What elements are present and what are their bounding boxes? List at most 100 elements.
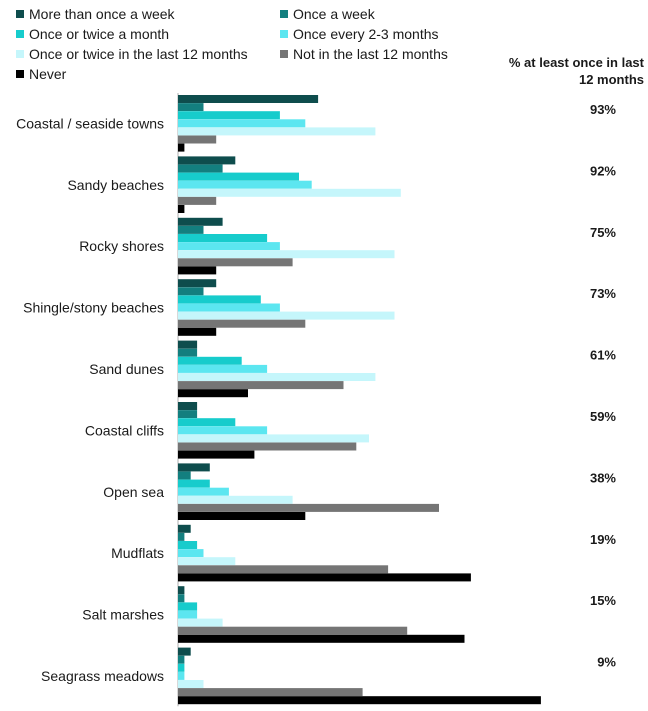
bar bbox=[178, 680, 204, 688]
legend-label: Once or twice a month bbox=[29, 26, 170, 42]
bar bbox=[178, 426, 268, 435]
bar bbox=[178, 573, 471, 582]
category-label: Sandy beaches bbox=[67, 177, 164, 193]
bars-group bbox=[178, 95, 541, 705]
legend-swatch bbox=[280, 10, 288, 18]
pct-label: 93% bbox=[590, 102, 616, 117]
bar bbox=[178, 663, 185, 672]
bar bbox=[178, 696, 541, 705]
legend-swatch bbox=[16, 50, 24, 58]
bar bbox=[178, 463, 210, 472]
legend-label: Not in the last 12 months bbox=[293, 46, 448, 62]
bar bbox=[178, 348, 198, 357]
bar bbox=[178, 135, 217, 144]
legend-label: Never bbox=[29, 66, 67, 82]
bar bbox=[178, 364, 268, 373]
legend-item: Once or twice a month bbox=[16, 25, 280, 43]
legend-item: Never bbox=[16, 65, 280, 83]
bar bbox=[178, 450, 255, 459]
bar bbox=[178, 688, 363, 697]
bar bbox=[178, 111, 280, 120]
bar bbox=[178, 618, 223, 627]
bar bbox=[178, 373, 376, 381]
legend-swatch bbox=[280, 30, 288, 38]
bar bbox=[178, 594, 185, 603]
bar bbox=[178, 418, 236, 427]
legend-item: More than once a week bbox=[16, 5, 280, 23]
legend-item: Once every 2-3 months bbox=[280, 25, 480, 43]
bar bbox=[178, 225, 204, 234]
pct-label: 59% bbox=[590, 409, 616, 424]
bar bbox=[178, 250, 395, 259]
category-label: Seagrass meadows bbox=[41, 668, 164, 684]
bar bbox=[178, 524, 191, 533]
bar bbox=[178, 119, 306, 128]
category-label: Rocky shores bbox=[79, 238, 164, 254]
bar bbox=[178, 487, 229, 496]
bar bbox=[178, 610, 198, 619]
category-label: Salt marshes bbox=[82, 607, 164, 623]
bar bbox=[178, 655, 185, 664]
bar bbox=[178, 266, 217, 275]
legend-label: Once every 2-3 months bbox=[293, 26, 439, 42]
bar bbox=[178, 95, 319, 103]
bar bbox=[178, 389, 248, 398]
bar bbox=[178, 402, 198, 410]
bar bbox=[178, 356, 242, 365]
bar bbox=[178, 205, 185, 213]
category-label: Shingle/stony beaches bbox=[23, 300, 164, 316]
legend-swatch bbox=[280, 50, 288, 58]
pct-label: 92% bbox=[590, 163, 616, 178]
bar bbox=[178, 311, 395, 320]
bar bbox=[178, 626, 408, 635]
pct-column-header: % at least once in last 12 months bbox=[508, 55, 644, 87]
bar bbox=[178, 127, 376, 136]
category-label: Mudflats bbox=[111, 545, 164, 561]
bar bbox=[178, 156, 236, 165]
bar bbox=[178, 103, 204, 112]
category-label: Sand dunes bbox=[89, 361, 164, 377]
bar bbox=[178, 557, 236, 566]
bar bbox=[178, 196, 217, 205]
category-label: Coastal / seaside towns bbox=[16, 115, 164, 131]
legend: More than once a week Once a week Once or … bbox=[16, 5, 486, 83]
bar bbox=[178, 234, 268, 242]
bar bbox=[178, 242, 280, 251]
legend-item: Not in the last 12 months bbox=[280, 45, 480, 63]
bar bbox=[178, 287, 204, 296]
bar bbox=[178, 340, 198, 349]
pct-label: 9% bbox=[597, 655, 616, 670]
bar bbox=[178, 602, 198, 611]
legend-item: Once or twice in the last 12 months bbox=[16, 45, 280, 63]
bar bbox=[178, 327, 217, 336]
category-label: Coastal cliffs bbox=[85, 422, 164, 438]
pct-label: 38% bbox=[590, 470, 616, 485]
legend-swatch bbox=[16, 70, 24, 78]
bar bbox=[178, 549, 204, 558]
legend-item: Once a week bbox=[280, 5, 480, 23]
bar bbox=[178, 434, 369, 443]
bar bbox=[178, 541, 198, 549]
bar bbox=[178, 258, 293, 267]
bar bbox=[178, 495, 293, 504]
category-label: Open sea bbox=[103, 484, 164, 500]
legend-label: More than once a week bbox=[29, 6, 175, 22]
bar bbox=[178, 442, 357, 451]
bar bbox=[178, 503, 439, 512]
bar bbox=[178, 279, 217, 288]
bar bbox=[178, 410, 198, 419]
bar bbox=[178, 303, 280, 312]
pct-label: 15% bbox=[590, 593, 616, 608]
bar bbox=[178, 164, 223, 173]
bar bbox=[178, 172, 299, 181]
pct-label: 75% bbox=[590, 225, 616, 240]
bar bbox=[178, 295, 261, 304]
bar bbox=[178, 512, 306, 520]
pct-label: 73% bbox=[590, 286, 616, 301]
percentage-labels: 93% 92% 75% 73% 61% 59% 38% 19% 15% 9% bbox=[590, 102, 616, 670]
bar bbox=[178, 217, 223, 226]
bar bbox=[178, 381, 344, 390]
category-labels: Coastal / seaside towns Sandy beaches Rock… bbox=[16, 115, 164, 684]
bar bbox=[178, 634, 465, 643]
